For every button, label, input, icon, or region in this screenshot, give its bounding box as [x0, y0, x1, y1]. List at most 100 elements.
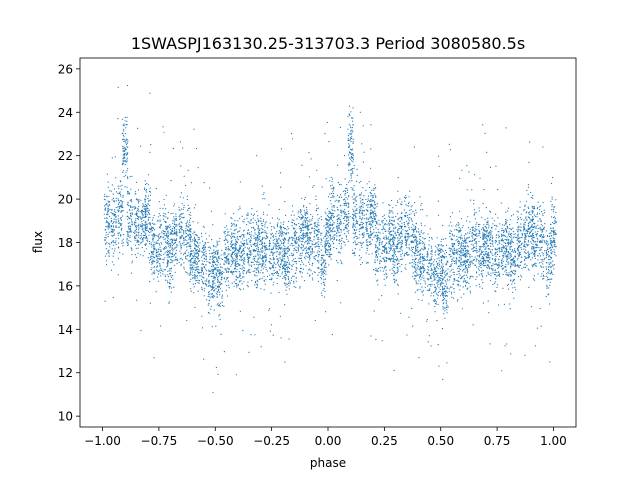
data-point — [345, 205, 347, 207]
data-point — [469, 230, 471, 232]
data-point — [173, 238, 175, 240]
data-point — [107, 206, 109, 208]
data-point — [396, 259, 398, 261]
data-point — [157, 251, 159, 253]
data-point — [170, 267, 172, 269]
data-point — [407, 214, 409, 216]
data-point — [386, 238, 388, 240]
data-point — [189, 241, 191, 243]
data-point — [441, 266, 443, 268]
data-point — [396, 243, 398, 246]
data-point — [330, 176, 332, 179]
data-point — [164, 274, 166, 276]
data-point — [367, 209, 369, 212]
data-point — [424, 243, 426, 245]
data-point — [376, 256, 378, 258]
data-point — [451, 293, 453, 295]
data-point — [258, 261, 260, 263]
data-point — [433, 266, 435, 268]
data-point — [426, 252, 429, 254]
data-point — [411, 251, 413, 253]
data-point — [389, 243, 391, 246]
data-point — [144, 237, 146, 239]
data-point — [408, 213, 410, 216]
data-point — [126, 231, 128, 233]
data-point — [394, 264, 396, 266]
data-point — [373, 189, 375, 191]
data-point — [237, 239, 239, 241]
data-point — [347, 138, 349, 140]
data-point — [190, 214, 192, 216]
data-point — [336, 239, 338, 241]
data-point — [412, 272, 414, 274]
data-point — [461, 241, 463, 244]
data-point — [232, 223, 234, 225]
data-point — [400, 227, 402, 229]
data-point — [171, 241, 173, 243]
data-point — [396, 263, 398, 266]
data-point — [405, 197, 407, 199]
data-point — [369, 244, 371, 246]
data-point — [413, 146, 415, 148]
data-point — [460, 218, 462, 220]
data-point — [122, 210, 124, 212]
data-point — [445, 283, 448, 285]
data-point — [472, 244, 474, 246]
data-point — [393, 241, 395, 244]
data-point — [443, 257, 445, 259]
data-point — [399, 247, 401, 249]
data-point — [211, 239, 213, 241]
data-point — [388, 251, 391, 253]
data-point — [462, 250, 464, 252]
data-point — [104, 208, 106, 210]
data-point — [350, 155, 352, 157]
data-point — [123, 156, 125, 158]
data-point — [109, 243, 111, 245]
data-point — [189, 245, 191, 247]
data-point — [178, 222, 180, 224]
data-point — [416, 267, 418, 269]
data-point — [399, 265, 401, 267]
data-point — [376, 259, 378, 261]
data-point — [203, 182, 205, 184]
data-point — [206, 270, 208, 272]
data-point — [348, 219, 350, 221]
data-point — [452, 250, 454, 252]
data-point — [129, 226, 132, 228]
data-point — [239, 272, 241, 274]
data-point — [343, 228, 345, 230]
data-point — [185, 236, 187, 238]
data-point — [439, 277, 441, 279]
data-point — [405, 268, 407, 270]
data-point — [250, 220, 252, 222]
data-point — [347, 206, 349, 208]
data-point — [208, 312, 210, 314]
data-point — [411, 235, 413, 237]
data-point — [413, 263, 415, 265]
data-point — [112, 223, 114, 225]
data-point — [475, 245, 478, 247]
data-point — [192, 221, 194, 223]
data-point — [406, 220, 408, 222]
data-point — [252, 221, 254, 224]
data-point — [462, 243, 464, 245]
data-point — [393, 224, 395, 226]
data-point — [108, 204, 110, 206]
data-point — [135, 256, 137, 259]
data-point — [360, 263, 362, 266]
data-point — [354, 248, 356, 250]
data-point — [351, 189, 353, 191]
data-point — [444, 253, 446, 255]
data-point — [417, 266, 419, 268]
data-point — [471, 189, 473, 191]
data-point — [125, 140, 127, 142]
data-point — [393, 250, 396, 252]
data-point — [410, 206, 412, 208]
data-point — [371, 223, 373, 225]
data-point — [424, 286, 426, 288]
data-point — [456, 252, 458, 254]
data-point — [246, 284, 248, 286]
data-point — [475, 223, 477, 225]
data-point — [443, 302, 445, 304]
data-point — [421, 273, 423, 275]
